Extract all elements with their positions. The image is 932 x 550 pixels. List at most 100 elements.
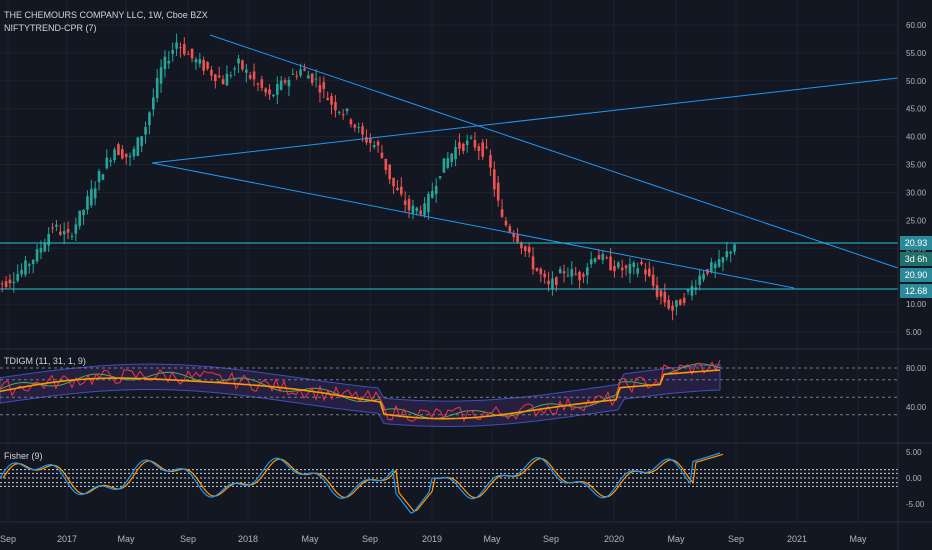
candle-body	[469, 137, 473, 139]
candle-body	[62, 231, 66, 235]
candle-body	[237, 58, 240, 64]
candle-body	[372, 145, 376, 148]
tdi-tick-label: 40.00	[906, 403, 927, 412]
candle-body	[117, 144, 120, 156]
candle-body	[233, 68, 236, 70]
horizontal-levels	[0, 242, 898, 290]
candle-body	[124, 153, 128, 158]
candle-body	[729, 251, 732, 254]
candle-body	[415, 207, 419, 212]
candle-body	[644, 269, 647, 275]
candle-body	[605, 257, 608, 259]
candle-body	[55, 224, 58, 227]
candle-body	[341, 114, 345, 116]
candle-body	[310, 73, 314, 83]
candle-body	[159, 67, 163, 84]
candle-body	[357, 127, 360, 129]
price-tag-last: 20.93	[900, 236, 932, 250]
candle-body	[167, 60, 171, 64]
price-candles	[0, 33, 736, 321]
candle-body	[334, 101, 337, 111]
candle-body	[86, 196, 89, 210]
candle-body	[287, 79, 291, 87]
candle-body	[198, 59, 202, 64]
candle-body	[407, 199, 411, 211]
indicator-label: NIFTYTREND-CPR (7)	[4, 23, 97, 33]
candle-body	[570, 269, 574, 277]
price-tick-label: 25.00	[906, 216, 927, 225]
time-axis[interactable]: Sep 2017 May Sep 2018 May Sep 2019 May Sep 2020 May…	[0, 534, 867, 544]
candle-body	[721, 257, 725, 263]
candle-body	[206, 62, 209, 69]
candle-body	[303, 68, 306, 71]
candle-body	[454, 147, 457, 160]
candle-body	[710, 262, 713, 273]
candle-body	[365, 137, 368, 143]
candle-body	[229, 75, 233, 77]
candle-body	[392, 177, 395, 187]
candle-body	[516, 234, 519, 242]
candle-body	[202, 60, 205, 71]
candle-body	[589, 259, 593, 265]
candle-body	[194, 59, 198, 63]
time-tick-label: Sep	[362, 534, 378, 544]
chart-title: THE CHEMOURS COMPANY LLC, 1W, Cboe BZX	[4, 10, 208, 20]
price-tick-label: 45.00	[906, 105, 927, 114]
candle-body	[70, 235, 74, 237]
time-tick-label: 2018	[238, 534, 258, 544]
candle-body	[462, 143, 465, 151]
candle-body	[555, 277, 558, 286]
candle-body	[679, 299, 682, 306]
candle-body	[558, 268, 562, 274]
price-tag-countdown: 3d 6h	[900, 252, 932, 266]
candle-body	[446, 158, 450, 168]
time-tick-label: May	[483, 534, 501, 544]
candle-body	[628, 263, 632, 274]
candle-body	[419, 210, 422, 215]
candle-body	[268, 89, 271, 95]
grid	[0, 0, 898, 522]
candle-body	[47, 234, 50, 246]
candle-body	[423, 203, 426, 216]
candle-body	[283, 80, 287, 83]
candle-body	[477, 146, 481, 151]
candle-body	[175, 42, 178, 49]
candle-body	[524, 246, 527, 251]
candle-body	[221, 79, 225, 85]
time-tick-label: 2017	[57, 534, 77, 544]
candle-body	[276, 84, 279, 95]
candle-body	[384, 158, 388, 170]
price-tick-label: 10.00	[906, 300, 927, 309]
trendline-lower	[151, 162, 795, 289]
candle-body	[59, 231, 62, 235]
price-tick-label: 60.00	[906, 21, 927, 30]
candle-body	[617, 262, 620, 268]
candle-body	[396, 187, 399, 190]
candle-body	[225, 73, 229, 86]
candle-body	[659, 290, 663, 297]
candle-body	[431, 190, 434, 198]
trendline-rising	[151, 77, 899, 164]
candle-body	[388, 164, 391, 180]
candle-body	[636, 268, 639, 274]
candle-body	[442, 158, 446, 173]
candle-body	[353, 124, 357, 128]
candle-body	[295, 75, 298, 77]
candle-body	[322, 82, 326, 89]
candle-body	[28, 264, 31, 266]
time-tick-label: 2019	[422, 534, 442, 544]
candle-body	[16, 274, 19, 281]
candle-body	[562, 271, 566, 274]
candle-body	[450, 153, 453, 162]
price-tag-level: 12.68	[900, 284, 932, 298]
candle-body	[369, 138, 372, 144]
candle-body	[241, 60, 244, 70]
candle-body	[210, 69, 213, 76]
candle-body	[686, 289, 690, 292]
time-tick-label: May	[667, 534, 685, 544]
candle-body	[496, 182, 500, 201]
candle-body	[539, 268, 543, 275]
candle-body	[613, 266, 616, 272]
